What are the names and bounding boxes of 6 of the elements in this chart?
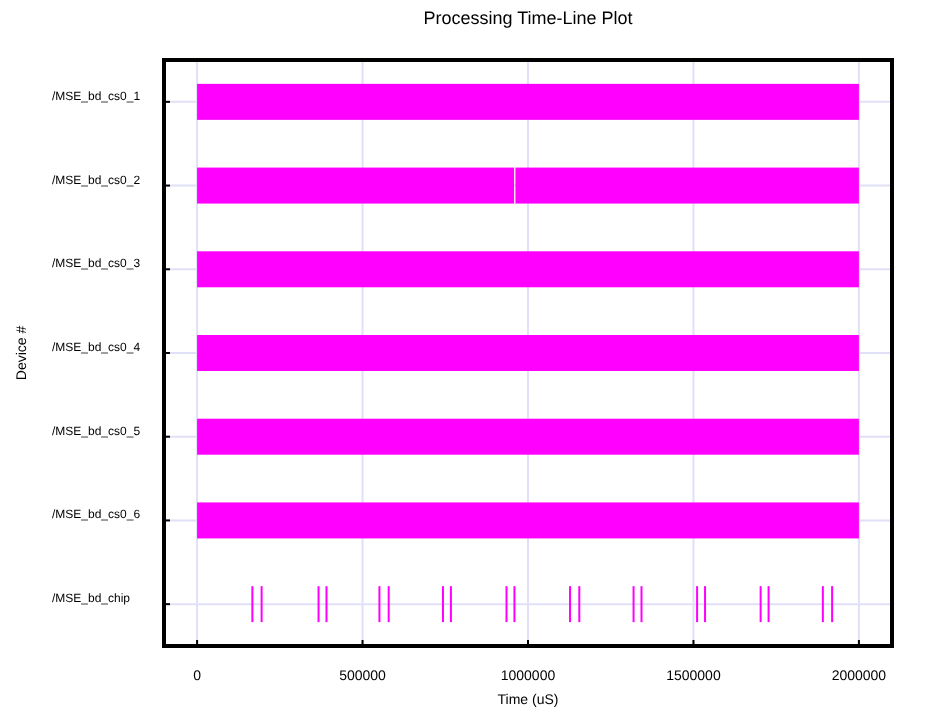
bar (197, 335, 859, 371)
chart-title: Processing Time-Line Plot (423, 8, 634, 28)
bar (197, 251, 859, 288)
bar (197, 83, 859, 120)
bar (197, 502, 859, 539)
bar (197, 418, 859, 455)
